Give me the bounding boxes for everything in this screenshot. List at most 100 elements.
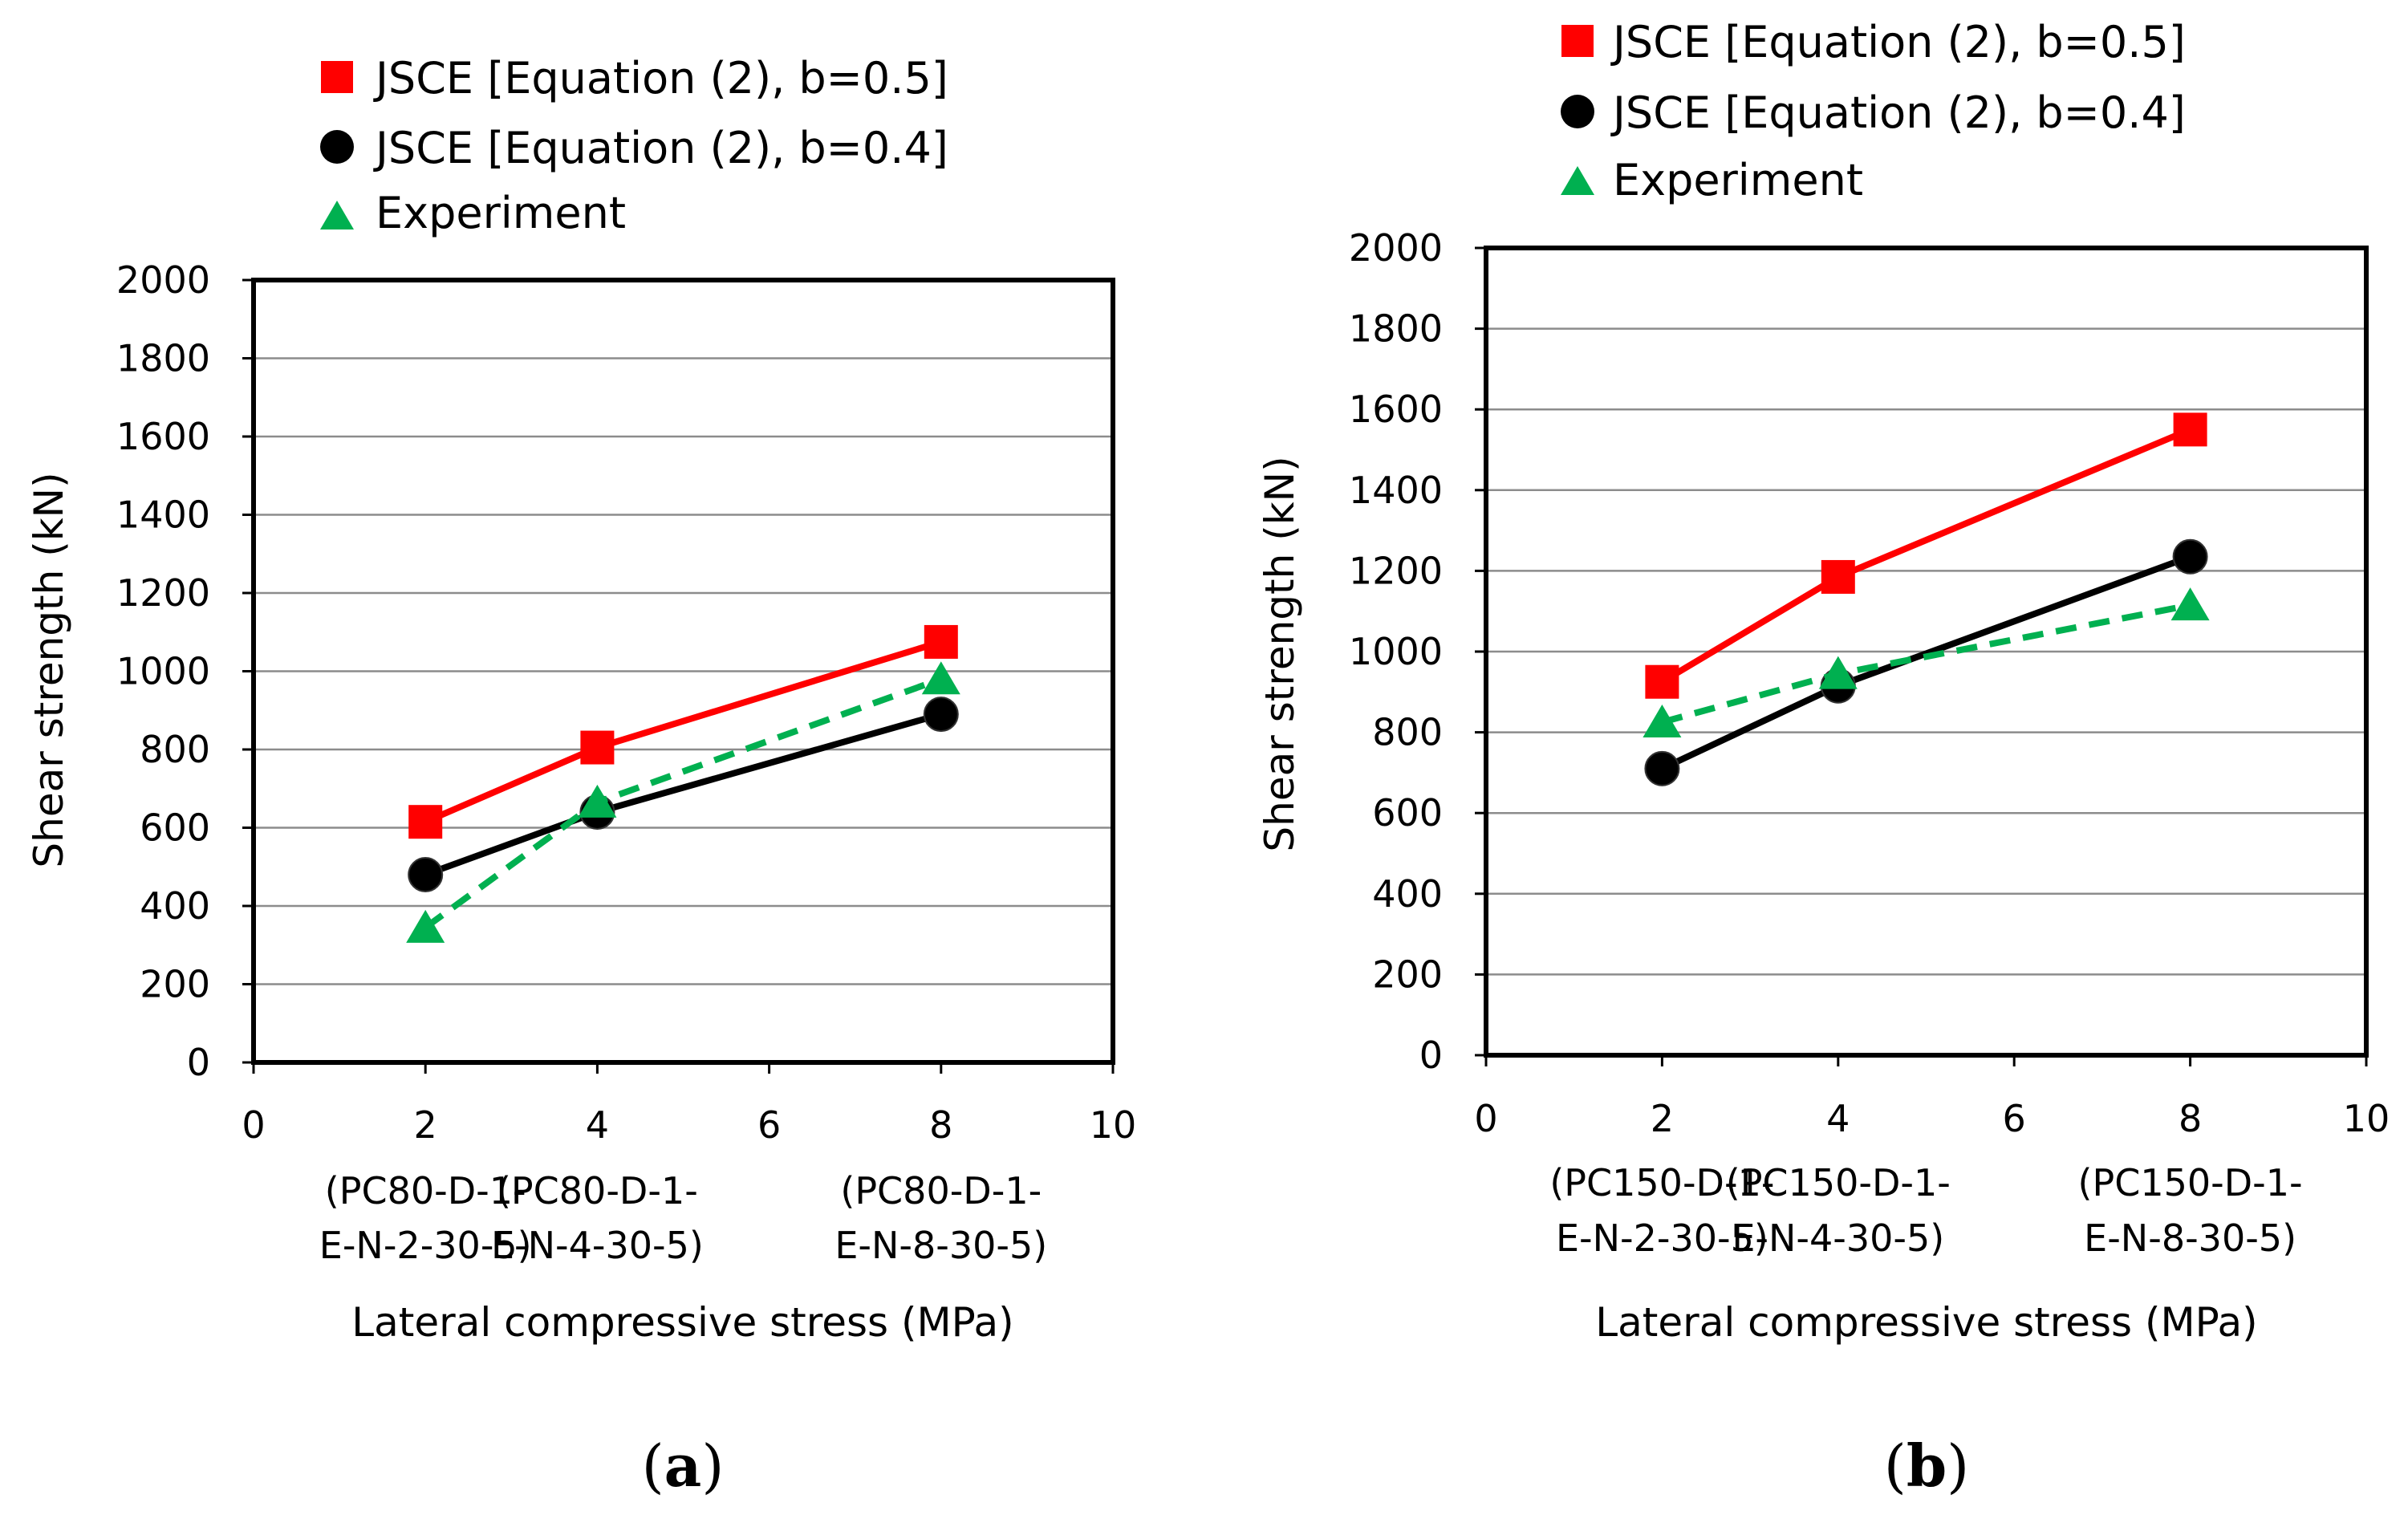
category-labels: (PC150-D-1- E-N-2-30-5) (PC150-D-1- E-N-4-3…: [1549, 1161, 2302, 1260]
x-tick-label: 10: [1090, 1103, 1137, 1147]
y-tick-label: 2000: [116, 258, 210, 302]
series-line: [423, 676, 943, 931]
category-labels: (PC80-D-1- E-N-2-30-5) (PC80-D-1- E-N-4-30-…: [319, 1169, 1047, 1267]
y-tick-label: 1400: [116, 493, 210, 537]
legend-marker-circle: [1561, 95, 1594, 128]
gridlines: [242, 278, 1115, 1074]
legend-label: JSCE [Equation (2), b=0.5]: [373, 53, 948, 104]
panel-label: (b): [1884, 1432, 1970, 1500]
series-line: [1660, 554, 2191, 772]
data-point-triangle: [1643, 705, 1682, 738]
legend-marker-square: [1561, 25, 1594, 57]
series-line: [424, 639, 942, 825]
category-label: E-N-4-30-5): [1732, 1216, 1944, 1260]
data-point-circle: [2172, 538, 2208, 575]
x-tick-label: 6: [757, 1103, 781, 1147]
series-layer: [1643, 412, 2210, 786]
series-line: [1660, 426, 2192, 685]
x-tick-labels: 0 2 4 6 8 10: [242, 1103, 1136, 1147]
x-tick-label: 8: [929, 1103, 952, 1147]
series-layer: [406, 624, 960, 943]
y-tick-label: 1400: [1349, 469, 1443, 512]
data-point-triangle: [2170, 587, 2210, 621]
y-tick-label: 1600: [116, 415, 210, 458]
x-tick-label: 2: [1651, 1097, 1674, 1140]
y-tick-label: 600: [1372, 791, 1443, 835]
x-tick-labels: 0 2 4 6 8 10: [1474, 1097, 2390, 1140]
y-axis-title: Shear strength (kN): [26, 472, 72, 867]
y-tick-label: 800: [1372, 711, 1443, 754]
series-line: [1661, 602, 2191, 725]
category-label: E-N-8-30-5): [2084, 1216, 2296, 1260]
y-tick-label: 400: [1372, 872, 1443, 916]
chart-panel-a: JSCE [Equation (2), b=0.5] JSCE [Equatio…: [26, 53, 1136, 1500]
data-point-triangle: [1818, 656, 1858, 689]
y-tick-label: 1800: [1349, 307, 1443, 351]
data-point-square: [580, 730, 615, 765]
category-label: E-N-8-30-5): [834, 1224, 1047, 1267]
legend-label: JSCE [Equation (2), b=0.4]: [1610, 87, 2186, 138]
legend-marker-triangle: [320, 201, 354, 229]
x-tick-label: 4: [586, 1103, 609, 1147]
legend-label: Experiment: [1613, 155, 1863, 205]
plot-area-frame: [1484, 246, 2369, 1058]
legend-label: JSCE [Equation (2), b=0.4]: [373, 123, 948, 173]
category-label: E-N-4-30-5): [491, 1224, 704, 1267]
category-label: (PC150-D-1-: [1726, 1161, 1951, 1204]
plot-area-frame: [251, 278, 1115, 1065]
y-tick-label: 1000: [1349, 630, 1443, 673]
y-tick-label: 1800: [116, 337, 210, 380]
y-tick-label: 400: [140, 884, 210, 928]
category-label: (PC80-D-1-: [840, 1169, 1042, 1212]
category-label: (PC150-D-1-: [1549, 1161, 1774, 1204]
category-label: E-N-2-30-5): [319, 1224, 532, 1267]
legend: JSCE [Equation (2), b=0.5] JSCE [Equatio…: [1561, 17, 2186, 205]
data-point-square: [924, 624, 958, 659]
x-tick-label: 10: [2343, 1097, 2390, 1140]
y-tick-label: 0: [1419, 1034, 1443, 1077]
legend-marker-triangle: [1561, 166, 1594, 195]
data-point-triangle: [921, 661, 960, 695]
data-point-square: [2173, 412, 2207, 447]
x-tick-label: 6: [2003, 1097, 2026, 1140]
x-tick-label: 0: [1474, 1097, 1497, 1140]
legend-marker-square: [321, 61, 353, 93]
legend-label: Experiment: [376, 188, 626, 238]
legend: JSCE [Equation (2), b=0.5] JSCE [Equatio…: [320, 53, 948, 238]
category-label: (PC80-D-1-: [497, 1169, 698, 1212]
x-axis-title: Lateral compressive stress (MPa): [1595, 1299, 2257, 1346]
x-tick-label: 4: [1826, 1097, 1850, 1140]
x-tick-label: 2: [414, 1103, 437, 1147]
data-point-circle: [408, 857, 444, 892]
y-tick-label: 1000: [116, 650, 210, 693]
series-line: [424, 711, 942, 878]
y-tick-labels: 0 200 400 600 800 1000 1200 1400 1600 1800 2000: [1349, 226, 1443, 1077]
y-tick-label: 0: [187, 1041, 210, 1084]
data-point-square: [1645, 664, 1679, 699]
y-tick-label: 200: [1372, 952, 1443, 996]
category-label: (PC150-D-1-: [2078, 1161, 2303, 1204]
category-label: E-N-2-30-5): [1556, 1216, 1768, 1260]
data-point-circle: [1644, 750, 1680, 786]
legend-marker-circle: [320, 130, 354, 164]
y-tick-label: 1200: [116, 571, 210, 615]
data-point-circle: [923, 697, 959, 733]
y-tick-label: 2000: [1349, 226, 1443, 270]
y-tick-label: 1600: [1349, 388, 1443, 431]
y-tick-label: 800: [140, 728, 210, 771]
legend-label: JSCE [Equation (2), b=0.5]: [1610, 17, 2186, 67]
y-tick-labels: 0 200 400 600 800 1000 1200 1400 1600 1800 2000: [116, 258, 210, 1084]
y-tick-label: 200: [140, 963, 210, 1006]
data-point-triangle: [406, 909, 445, 943]
x-tick-label: 0: [242, 1103, 265, 1147]
data-point-square: [408, 805, 443, 839]
y-tick-label: 1200: [1349, 549, 1443, 592]
category-label: (PC80-D-1-: [325, 1169, 526, 1212]
panel-label: (a): [642, 1432, 725, 1500]
y-tick-label: 600: [140, 806, 210, 850]
chart-panel-b: JSCE [Equation (2), b=0.5] JSCE [Equatio…: [1257, 17, 2390, 1500]
data-point-square: [1821, 559, 1855, 594]
y-axis-title: Shear strength (kN): [1257, 456, 1303, 851]
x-axis-title: Lateral compressive stress (MPa): [351, 1299, 1013, 1346]
